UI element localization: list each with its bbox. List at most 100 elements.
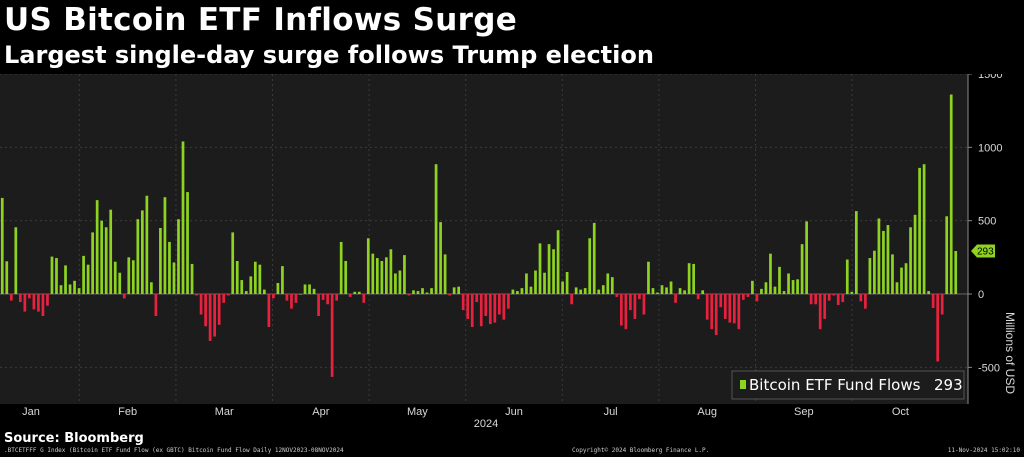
bar (723, 294, 727, 319)
bar (28, 294, 31, 299)
bar (195, 294, 198, 296)
bar (240, 280, 244, 294)
bar (891, 254, 894, 294)
bar (918, 167, 921, 294)
bar (570, 294, 573, 305)
bar (769, 253, 772, 294)
bar (380, 261, 384, 294)
bar (181, 141, 185, 294)
bar (796, 279, 799, 294)
bar (475, 294, 479, 303)
bar (140, 210, 144, 294)
bar (145, 195, 149, 294)
bar (497, 294, 501, 315)
bar (122, 294, 126, 299)
bar (909, 227, 912, 294)
bar (9, 294, 13, 301)
bar (267, 294, 271, 327)
bar (656, 292, 659, 294)
y-axis-ticks: -500 0 500 1000 1500 (968, 74, 1002, 374)
bar (719, 294, 723, 308)
bar (601, 285, 605, 294)
y-tick-label: 0 (978, 289, 984, 301)
bar (439, 222, 442, 294)
bar (421, 288, 424, 294)
bar (597, 289, 601, 294)
bar (113, 261, 117, 294)
x-tick-label: Sep (794, 406, 814, 418)
bar (50, 256, 54, 294)
bar (520, 288, 524, 294)
bar (701, 290, 705, 294)
bar (335, 294, 339, 301)
bar (5, 261, 9, 294)
bar (651, 288, 655, 294)
bar (55, 258, 58, 294)
bar (493, 294, 497, 323)
bar (208, 294, 212, 341)
bar (588, 238, 592, 294)
y-tick-label: -500 (978, 362, 1000, 374)
legend: Bitcoin ETF Fund Flows 293 (731, 370, 965, 400)
bar (516, 291, 519, 294)
bar (452, 287, 456, 294)
bar (425, 292, 429, 294)
x-tick-label: Jan (22, 406, 40, 418)
bar (299, 294, 302, 295)
bar (407, 294, 411, 296)
bar (841, 294, 845, 303)
bar (805, 221, 808, 294)
bar (159, 228, 162, 294)
bar (615, 294, 619, 297)
bar (814, 294, 818, 305)
bar (714, 294, 718, 336)
bar (330, 294, 334, 377)
bar (73, 280, 76, 294)
chart-subtitle: Largest single-day surge follows Trump e… (4, 41, 654, 69)
bar (791, 280, 795, 294)
bar (674, 294, 677, 303)
bar (204, 294, 207, 327)
bar (787, 273, 790, 294)
bar (154, 294, 158, 316)
bar (109, 209, 113, 294)
bar (213, 294, 216, 337)
bar (263, 289, 266, 294)
footer-copyright: Copyright© 2024 Bloomberg Finance L.P. (572, 447, 710, 454)
bar (366, 238, 370, 294)
bar (357, 291, 361, 294)
bar (172, 262, 176, 294)
bar (818, 294, 822, 330)
bar (59, 285, 63, 294)
bar (430, 288, 433, 294)
bar (529, 286, 533, 294)
bar (629, 294, 632, 311)
bar (538, 243, 542, 294)
source-note: Source: Bloomberg (4, 431, 144, 446)
bar (249, 276, 253, 294)
bar (253, 261, 257, 294)
bar (326, 294, 329, 305)
bar (552, 249, 555, 294)
bar (823, 294, 827, 319)
bar (534, 270, 537, 294)
bar (131, 260, 135, 294)
x-axis-ticks: Jan Feb Mar Apr May Jun Jul Aug Sep Oct (22, 406, 909, 418)
bar (18, 294, 22, 303)
x-tick-label: Feb (118, 406, 137, 418)
bar (778, 266, 781, 294)
bar (864, 294, 867, 309)
bar (466, 294, 470, 319)
bar (100, 220, 104, 294)
bar (859, 294, 863, 302)
bar (371, 253, 375, 294)
bar (764, 282, 768, 294)
bar (619, 294, 623, 326)
bar (199, 294, 203, 315)
bar (222, 294, 226, 303)
bar (32, 294, 36, 310)
grid-lines (0, 74, 968, 404)
bar (235, 261, 239, 294)
bar (525, 273, 528, 294)
bar (755, 294, 759, 302)
